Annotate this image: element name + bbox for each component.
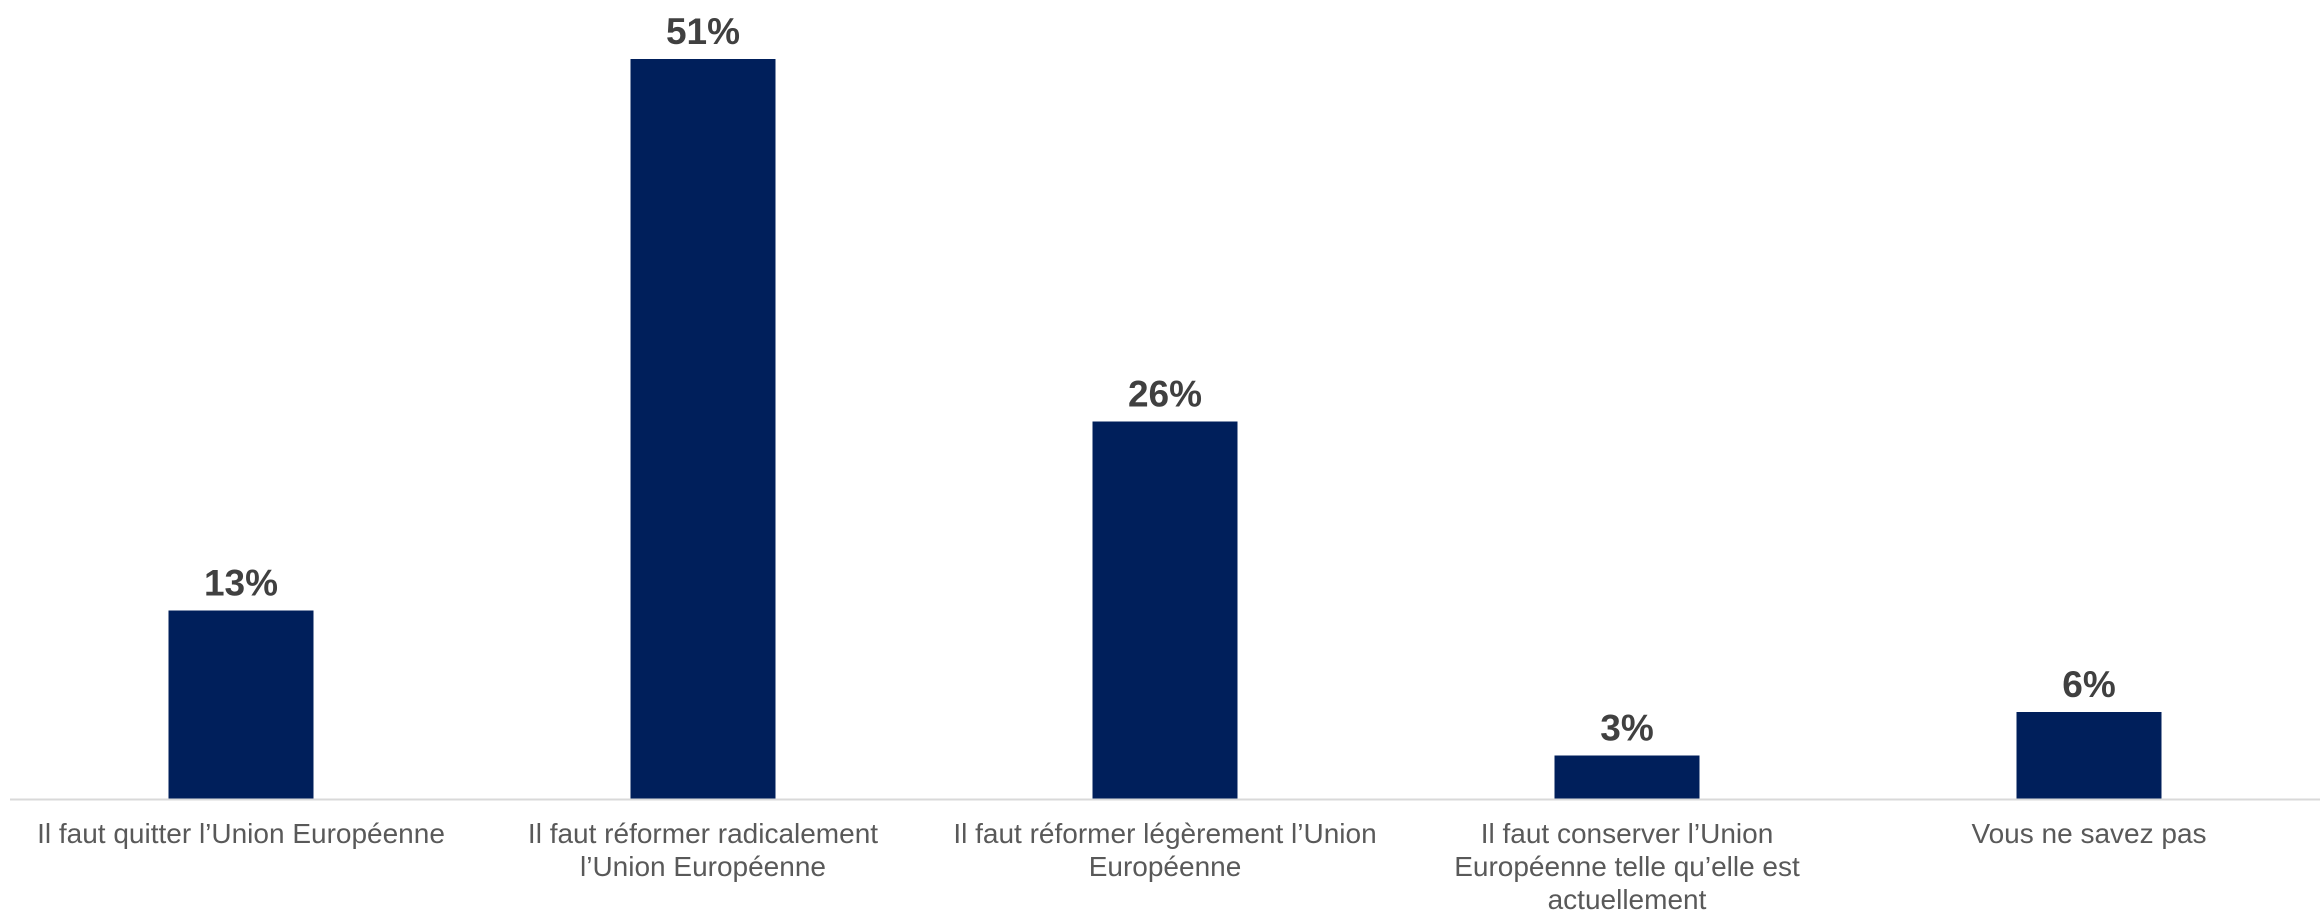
value-label-1: 13%: [204, 562, 278, 603]
value-label-2: 51%: [666, 11, 740, 52]
bar-5: [2016, 711, 2162, 799]
value-label-3: 26%: [1128, 374, 1202, 415]
category-label-1-line-1: Il faut quitter l’Union Européenne: [37, 818, 445, 849]
category-label-3-line-2: Européenne: [1089, 851, 1242, 882]
category-labels-group: Il faut quitter l’Union Européenne Il fau…: [37, 818, 2206, 915]
category-label-4-line-1: Il faut conserver l’Union: [1481, 818, 1774, 849]
bar-1: [168, 610, 314, 799]
category-label-5-line-1: Vous ne savez pas: [1971, 818, 2206, 849]
category-label-2-line-2: l’Union Européenne: [580, 851, 826, 882]
bar-4: [1554, 755, 1700, 799]
category-label-4-line-2: Européenne telle qu’elle est: [1454, 851, 1800, 882]
bars-group: [168, 59, 2162, 799]
category-label-2-line-1: Il faut réformer radicalement: [528, 818, 878, 849]
value-labels-group: 13% 51% 26% 3% 6%: [204, 11, 2116, 749]
value-label-5: 6%: [2062, 664, 2115, 705]
category-label-4-line-3: actuellement: [1548, 884, 1707, 915]
value-label-4: 3%: [1600, 708, 1653, 749]
category-label-3-line-1: Il faut réformer légèrement l’Union: [953, 818, 1376, 849]
bar-2: [630, 59, 776, 799]
bar-3: [1092, 421, 1238, 799]
